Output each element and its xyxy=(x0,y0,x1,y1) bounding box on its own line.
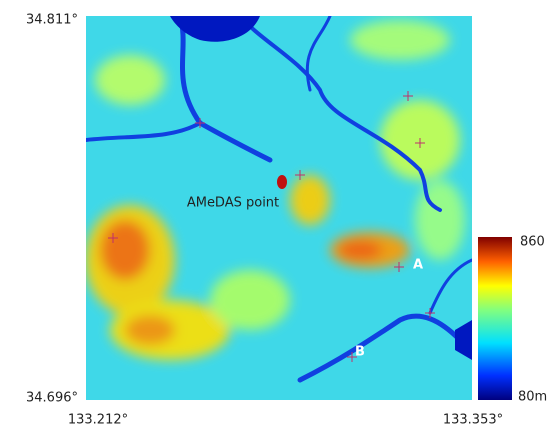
point-label: A xyxy=(413,258,423,273)
station-label: AMeDAS point xyxy=(187,196,279,211)
map-figure: AMeDAS point A B 34.811° 34.696° 133.212… xyxy=(0,0,549,432)
station-marker xyxy=(277,175,287,189)
lat-label: 34.696° xyxy=(26,391,78,406)
lon-label: 133.212° xyxy=(68,413,128,428)
lon-label: 133.353° xyxy=(443,413,503,428)
lat-label: 34.811° xyxy=(26,13,78,28)
point-label: B xyxy=(355,345,365,360)
colorbar xyxy=(478,237,512,400)
legend-label: 80m xyxy=(518,390,547,405)
legend-label: 860 xyxy=(520,235,545,250)
